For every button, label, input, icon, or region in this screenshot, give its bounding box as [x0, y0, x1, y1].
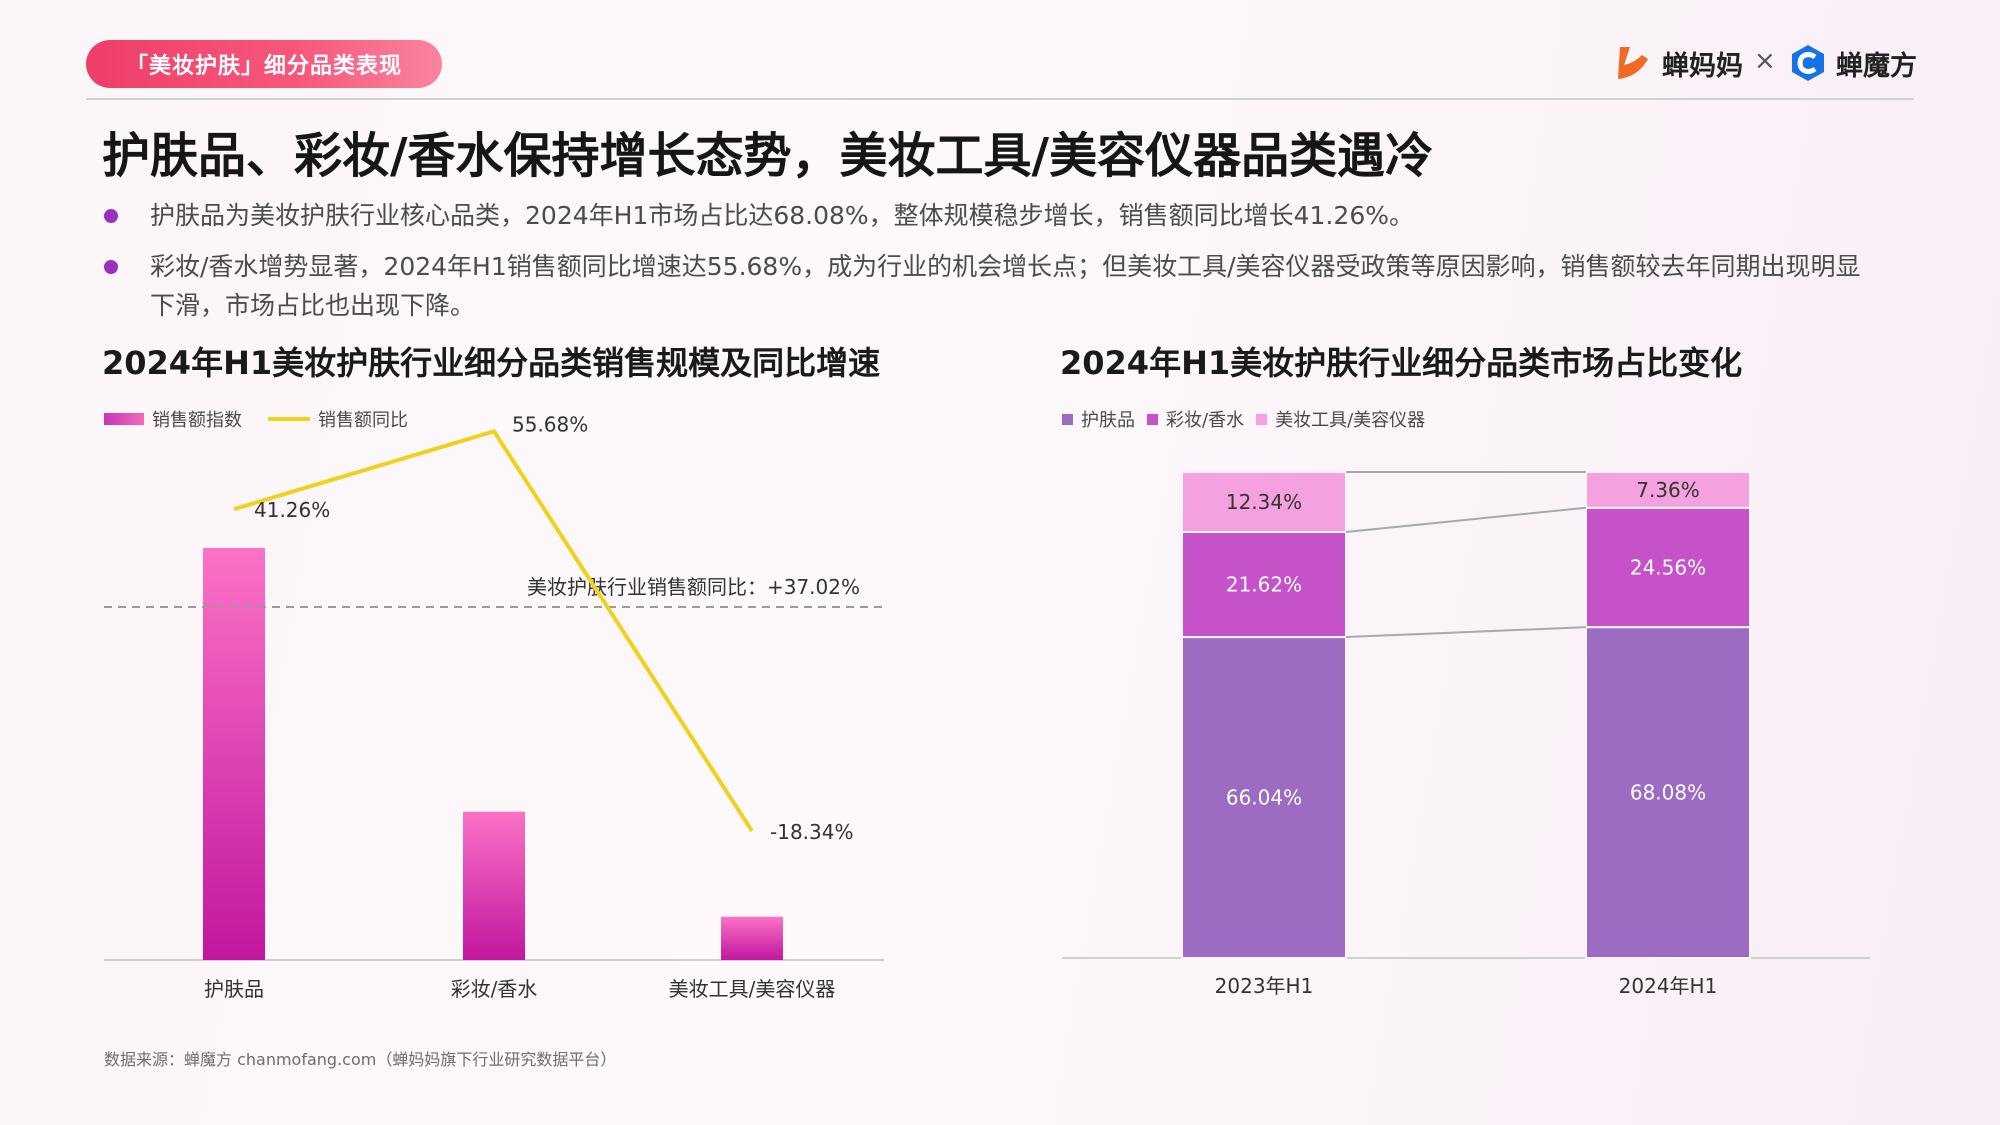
legend-swatch [1062, 413, 1073, 425]
chanmofang-logo: 蝉魔方 [1788, 38, 1917, 88]
chanmama-logo: 蝉妈妈 [1610, 38, 1743, 88]
chanmama-brand-name: 蝉妈妈 [1662, 50, 1743, 82]
chart1-title: 2024年H1美妆护肤行业细分品类销售规模及同比增速 [102, 344, 881, 382]
section-tag: 「美妆护肤」细分品类表现 [86, 40, 442, 88]
legend-label: 护肤品 [1081, 410, 1135, 431]
segment-value-label: 7.36% [1636, 478, 1700, 502]
yoy-data-label: 41.26% [254, 498, 330, 522]
chanmama-logo-icon [1618, 47, 1648, 79]
legend-label: 销售额指数 [152, 410, 242, 431]
legend-swatch-line [268, 417, 310, 421]
segment-tools [1181, 471, 1347, 533]
chanmofang-brand-name: 蝉魔方 [1836, 50, 1917, 82]
x-tick-label: 2024年H1 [1619, 974, 1718, 998]
chart2-legend: 护肤品 彩妆/香水 美妆工具/美容仪器 [1062, 406, 1451, 432]
segment-value-label: 68.08% [1630, 781, 1706, 805]
stack-connector-line [1345, 626, 1587, 639]
legend-swatch [1147, 413, 1158, 425]
segment-makeup [1585, 506, 1751, 629]
legend-label: 销售额同比 [318, 410, 408, 431]
legend-item-tools: 美妆工具/美容仪器 [1256, 406, 1425, 432]
legend-label: 彩妆/香水 [1166, 410, 1245, 431]
yoy-data-label: 55.68% [512, 412, 588, 436]
summary-bullets: 护肤品为美妆护肤行业核心品类，2024年H1市场占比达68.08%，整体规模稳步… [104, 196, 1864, 337]
legend-item-yoy: 销售额同比 [268, 406, 408, 432]
segment-value-label: 21.62% [1226, 573, 1302, 597]
bar-sales-index [721, 916, 783, 960]
legend-item-skincare: 护肤品 [1062, 406, 1135, 432]
segment-skincare [1181, 636, 1347, 959]
bullet-dot-icon [104, 260, 118, 274]
page-title: 护肤品、彩妆/香水保持增长态势，美妆工具/美容仪器品类遇冷 [102, 128, 1434, 184]
legend-item-sales-index: 销售额指数 [104, 406, 242, 432]
legend-swatch [1256, 413, 1268, 425]
bar-sales-index [463, 811, 525, 960]
bullet-item: 护肤品为美妆护肤行业核心品类，2024年H1市场占比达68.08%，整体规模稳步… [104, 196, 1864, 235]
bullet-item: 彩妆/香水增势显著，2024年H1销售额同比增速达55.68%，成为行业的机会增… [104, 247, 1864, 325]
legend-swatch-bar [104, 413, 144, 425]
segment-value-label: 66.04% [1226, 786, 1302, 810]
yoy-data-label: -18.34% [770, 820, 853, 844]
segment-value-label: 24.56% [1630, 555, 1706, 579]
chanmofang-logo-icon [1792, 45, 1824, 81]
bullet-text: 护肤品为美妆护肤行业核心品类，2024年H1市场占比达68.08%，整体规模稳步… [150, 201, 1414, 230]
segment-tools [1585, 471, 1751, 509]
bullet-dot-icon [104, 209, 118, 223]
bullet-text: 彩妆/香水增势显著，2024年H1销售额同比增速达55.68%，成为行业的机会增… [150, 252, 1861, 320]
x-tick-label: 2023年H1 [1215, 974, 1314, 998]
legend-item-makeup: 彩妆/香水 [1147, 406, 1244, 432]
yoy-line [233, 429, 754, 833]
chart1-legend: 销售额指数 销售额同比 [104, 406, 434, 432]
header-divider [86, 98, 1914, 100]
segment-makeup [1181, 530, 1347, 639]
segment-skincare [1585, 626, 1751, 960]
chart2-title: 2024年H1美妆护肤行业细分品类市场占比变化 [1060, 344, 1743, 382]
legend-label: 美妆工具/美容仪器 [1275, 410, 1426, 431]
data-source-note: 数据来源：蝉魔方 chanmofang.com（蝉妈妈旗下行业研究数据平台） [104, 1050, 617, 1069]
reference-line-label: 美妆护肤行业销售额同比：+37.02% [527, 575, 860, 599]
x-tick-label: 美妆工具/美容仪器 [669, 977, 836, 1001]
x-tick-label: 彩妆/香水 [451, 977, 538, 1001]
brand-separator: × [1754, 46, 1776, 76]
x-tick-label: 护肤品 [204, 977, 264, 1001]
stack-connector-line [1345, 506, 1587, 533]
bar-sales-index [203, 548, 265, 960]
segment-value-label: 12.34% [1226, 490, 1302, 514]
